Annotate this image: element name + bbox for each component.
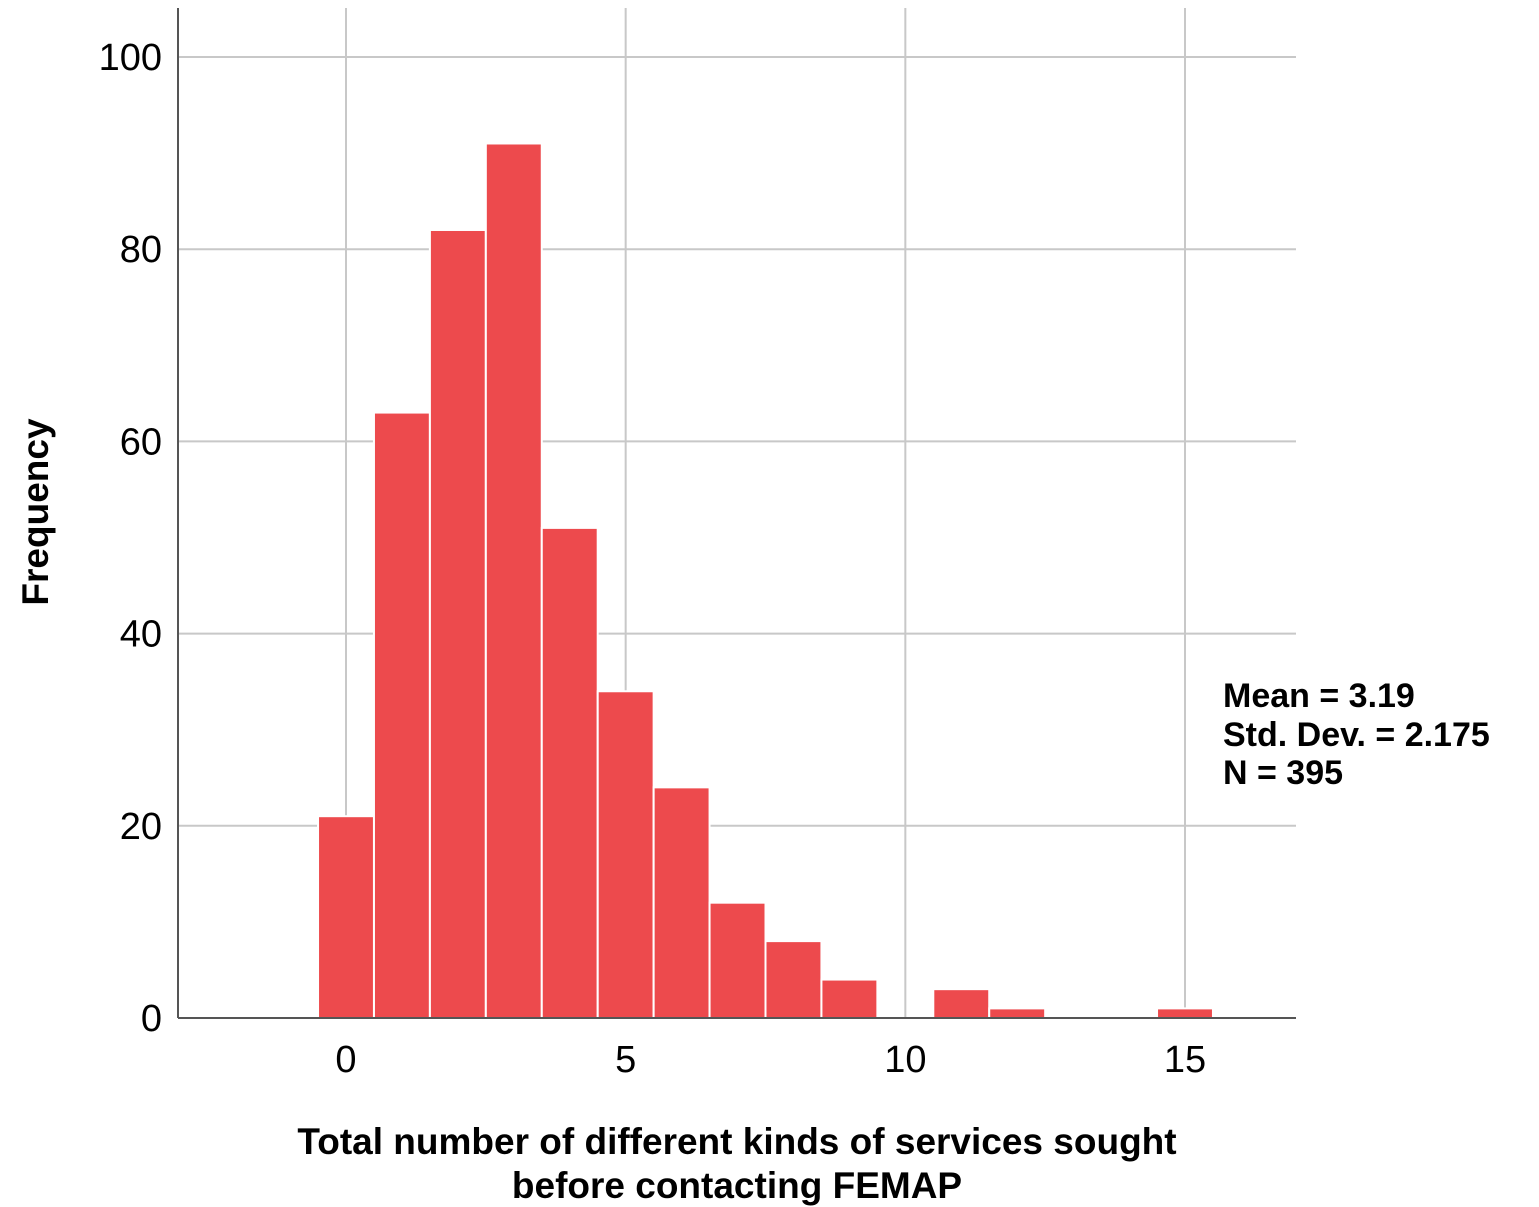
histogram-bar	[820, 978, 879, 1019]
histogram-bar	[988, 1007, 1047, 1020]
y-tick-labels: 0 20 40 60 80 100	[99, 37, 162, 1040]
stats-mean: Mean = 3.19	[1223, 677, 1415, 715]
y-tick-label: 40	[120, 614, 162, 656]
axes	[177, 8, 1296, 1019]
histogram-bar	[484, 142, 543, 1020]
histogram-bars	[317, 142, 1214, 1020]
histogram-bar	[932, 988, 991, 1019]
y-axis-title: Frequency	[15, 418, 56, 606]
y-tick-label: 20	[120, 806, 162, 848]
y-tick-label: 60	[120, 421, 162, 463]
x-tick-labels: 0 5 10 15	[335, 1039, 1206, 1081]
x-tick-label: 5	[615, 1039, 636, 1081]
histogram-bar	[708, 901, 767, 1019]
x-axis-title-line-1: Total number of different kinds of servi…	[297, 1121, 1176, 1162]
y-tick-label: 100	[99, 37, 162, 79]
stats-std-dev: Std. Dev. = 2.175	[1223, 716, 1490, 754]
y-tick-label: 0	[141, 998, 162, 1040]
histogram-bar	[652, 786, 711, 1019]
histogram-bar	[764, 940, 823, 1019]
x-tick-label: 10	[884, 1039, 926, 1081]
histogram-bar	[372, 411, 431, 1019]
grid-lines	[178, 8, 1296, 1018]
histogram-bar	[596, 690, 655, 1019]
histogram-bar	[317, 815, 375, 1019]
histogram-bar	[1156, 1007, 1214, 1020]
y-tick-label: 80	[120, 229, 162, 271]
x-tick-label: 15	[1164, 1039, 1206, 1081]
histogram-bar	[428, 228, 487, 1020]
x-tick-label: 0	[335, 1039, 356, 1081]
histogram-bar	[540, 526, 599, 1019]
stats-n: N = 395	[1223, 754, 1343, 792]
x-axis-title-line-2: before contacting FEMAP	[512, 1165, 962, 1206]
